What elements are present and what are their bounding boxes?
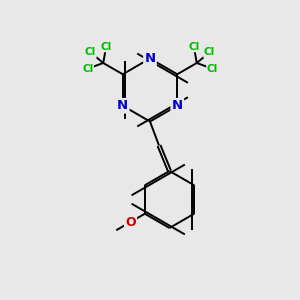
Text: Cl: Cl [207, 64, 218, 74]
Text: N: N [144, 52, 156, 65]
Text: Cl: Cl [204, 47, 215, 57]
Text: Cl: Cl [82, 64, 93, 74]
Text: Cl: Cl [85, 47, 96, 57]
Text: N: N [117, 99, 128, 112]
Text: N: N [172, 99, 183, 112]
Text: Cl: Cl [100, 42, 112, 52]
Text: O: O [125, 215, 136, 229]
Text: Cl: Cl [188, 42, 200, 52]
